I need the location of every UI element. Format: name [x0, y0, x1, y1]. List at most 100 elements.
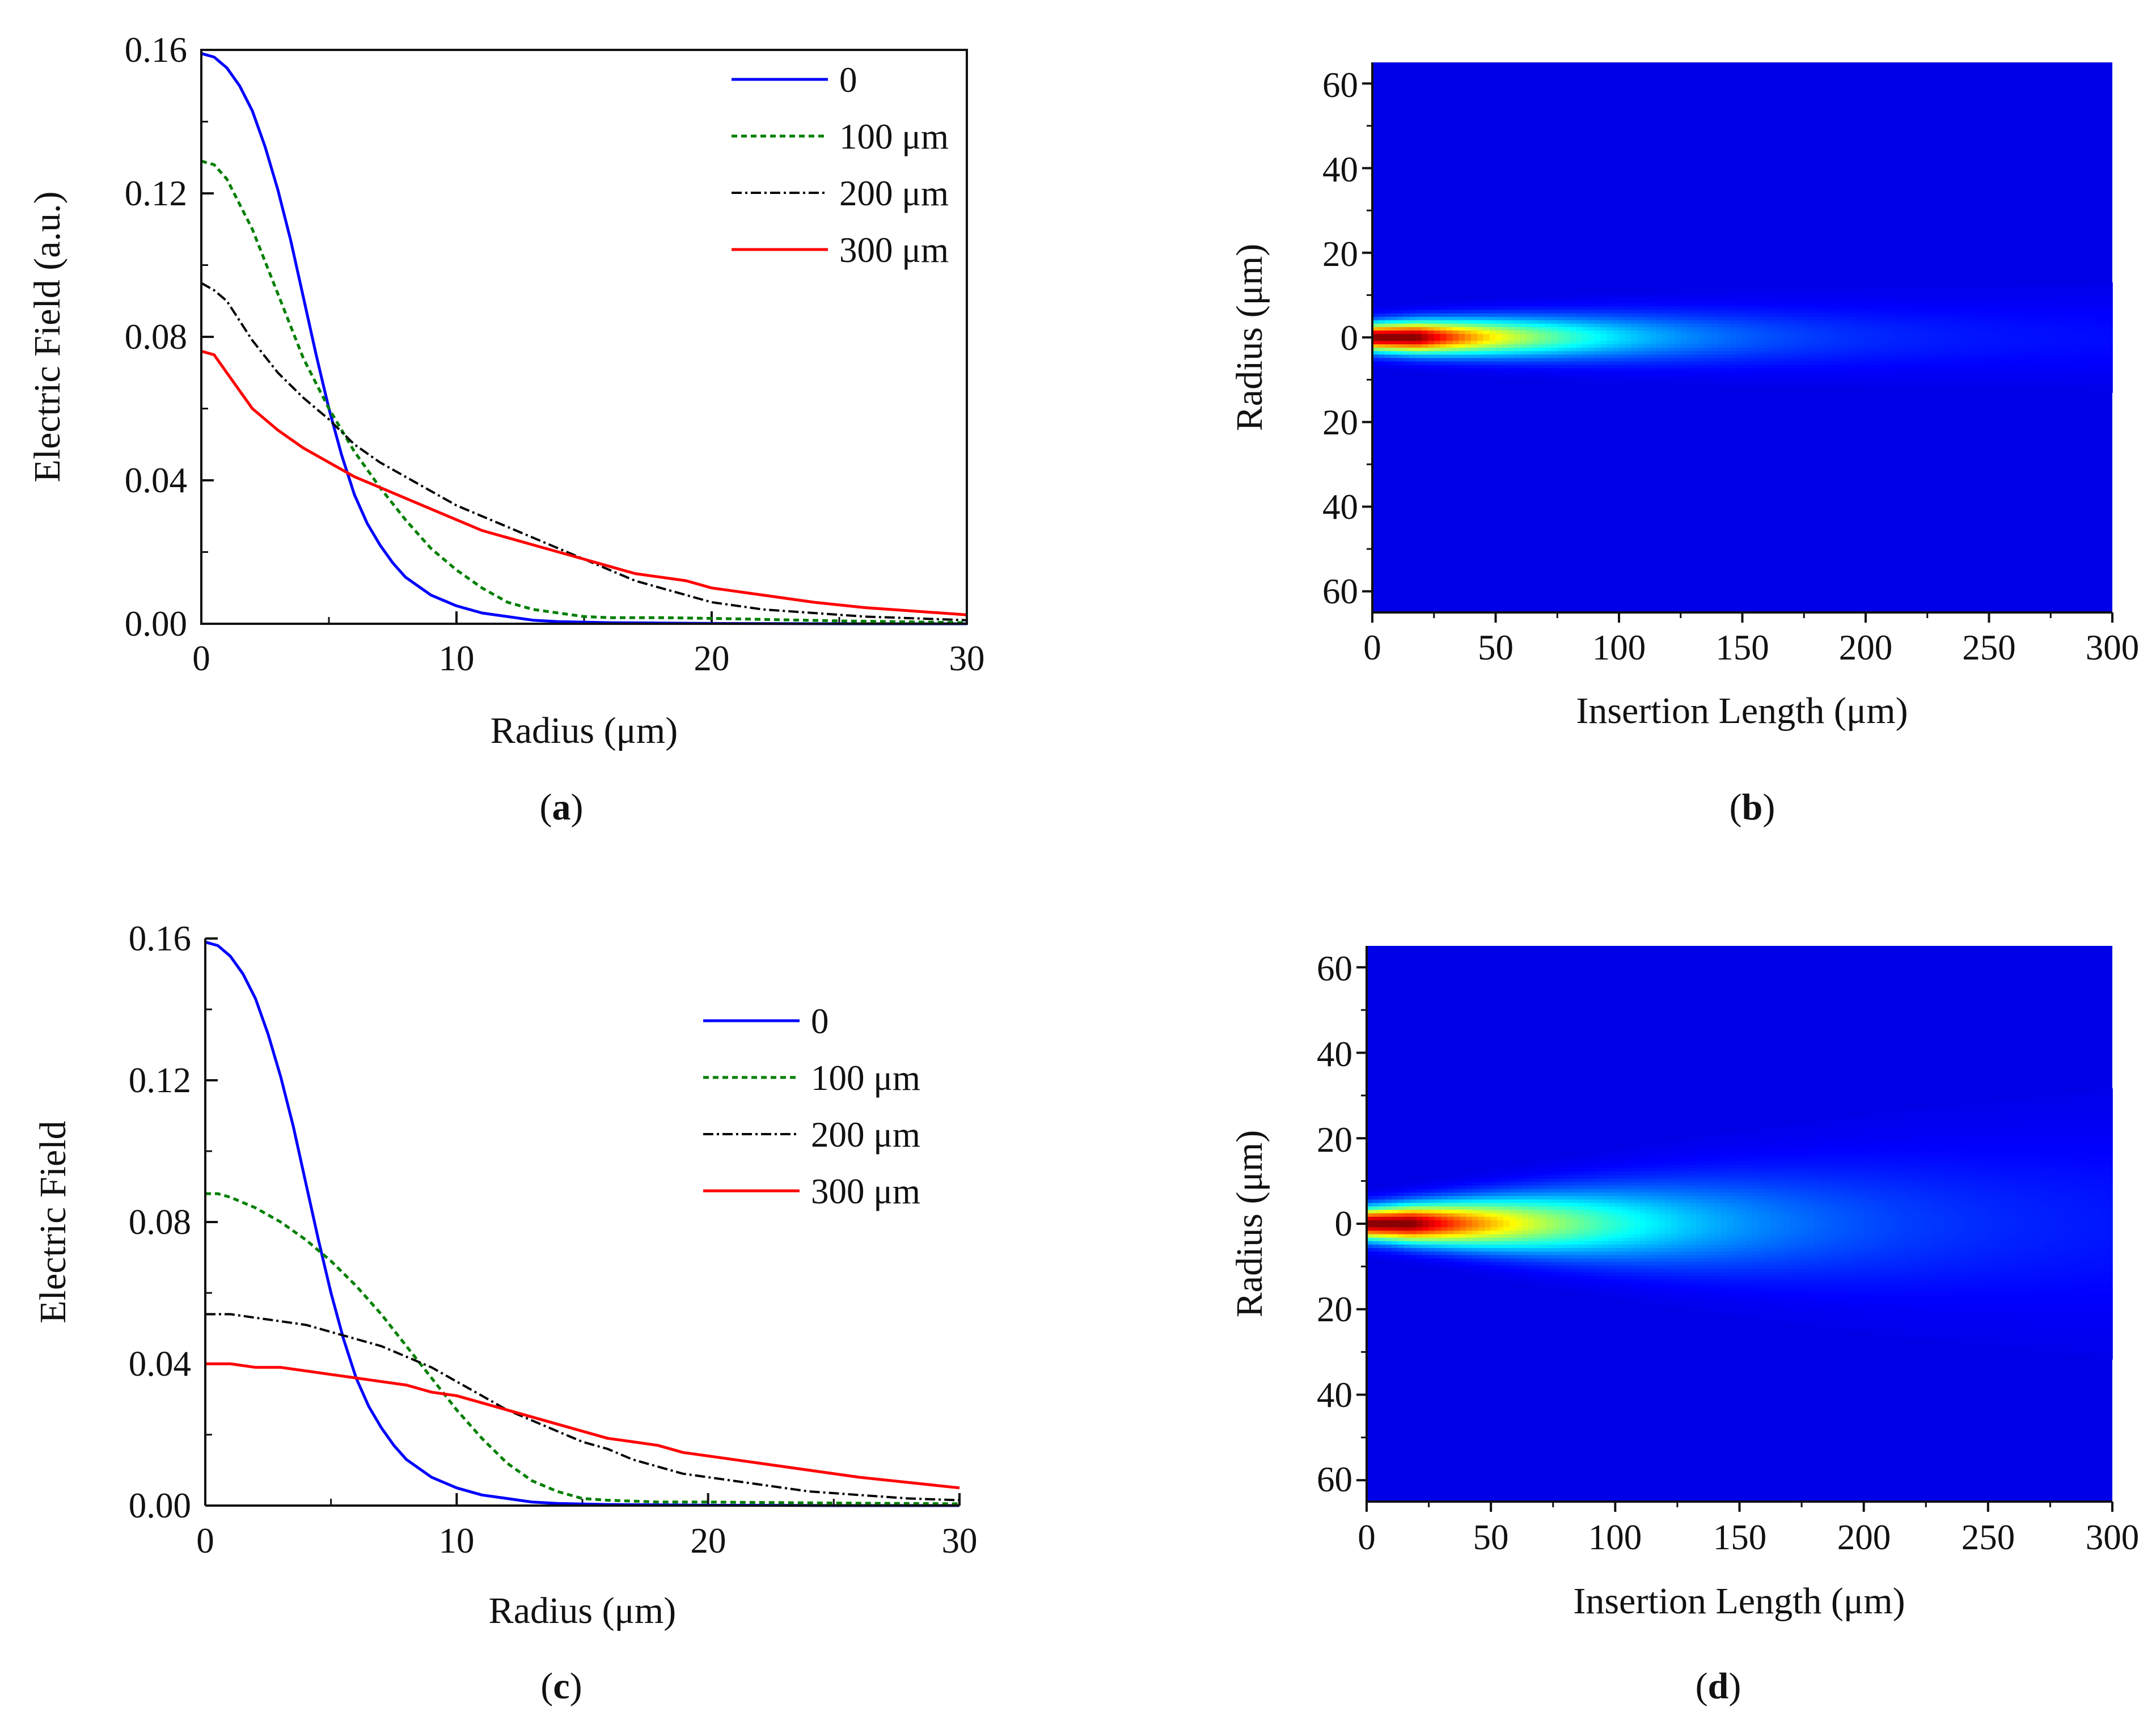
heatmap-cell — [1736, 348, 1743, 352]
heatmap-cell — [1646, 1206, 1653, 1211]
heatmap-cell — [1545, 310, 1552, 314]
heatmap-cell — [1472, 1248, 1479, 1252]
heatmap-cell — [1372, 365, 1379, 369]
heatmap-cell — [2106, 382, 2113, 386]
heatmap-cell — [1989, 337, 1996, 341]
heatmap-cell — [1680, 323, 1688, 328]
heatmap-cell — [1571, 1192, 1579, 1197]
heatmap-cell — [1656, 303, 1663, 307]
heatmap-cell — [1674, 341, 1681, 345]
heatmap-cell — [2081, 323, 2089, 328]
heatmap-cell — [1563, 351, 1570, 356]
heatmap-cell — [1584, 1237, 1591, 1242]
heatmap-cell — [1582, 351, 1589, 356]
heatmap-cell — [2057, 296, 2064, 301]
heatmap-cell — [1634, 1293, 1641, 1297]
heatmap-cell — [1514, 375, 1521, 379]
heatmap-cell — [1403, 361, 1410, 366]
heatmap-cell — [1594, 320, 1601, 324]
heatmap-cell — [1565, 1269, 1572, 1273]
heatmap-cell — [1804, 375, 1811, 379]
legend-label-2: 200 μm — [811, 1115, 920, 1155]
heatmap-cell — [1372, 1206, 1380, 1211]
heatmap-cell — [1699, 320, 1706, 324]
heatmap-cell — [1686, 361, 1694, 366]
heatmap-cell — [1693, 330, 1700, 335]
heatmap-cell — [1596, 1224, 1604, 1228]
heatmap-cell — [1668, 327, 1675, 331]
heatmap-cell — [1497, 1196, 1504, 1200]
heatmap-cell — [1939, 303, 1947, 307]
heatmap-cell — [1372, 1224, 1380, 1228]
heatmap-cell — [1736, 293, 1743, 297]
heatmap-cell — [1466, 1227, 1473, 1232]
heatmap-cell — [1785, 351, 1793, 356]
heatmap-cell — [1588, 348, 1595, 352]
panel-a-x-axis-label: Radius (μm) — [491, 710, 678, 751]
heatmap-cell — [1903, 293, 1909, 297]
heatmap-cell — [1643, 354, 1651, 359]
heatmap-cell — [1699, 344, 1706, 348]
heatmap-cell — [2057, 286, 2064, 290]
heatmap-cell — [1730, 358, 1737, 362]
heatmap-cell — [1465, 306, 1472, 311]
heatmap-cell — [1816, 323, 1823, 328]
heatmap-cell — [1460, 1248, 1467, 1252]
heatmap-cell — [2081, 358, 2089, 362]
heatmap-cell — [1514, 303, 1521, 307]
heatmap-cell — [1686, 358, 1694, 362]
heatmap-cell — [1391, 1185, 1398, 1190]
heatmap-cell — [2026, 333, 2033, 338]
heatmap-cell — [1416, 1182, 1423, 1186]
heatmap-cell — [1791, 299, 1799, 304]
heatmap-cell — [1416, 1227, 1423, 1232]
heatmap-cell — [1495, 341, 1503, 345]
heatmap-cell — [1816, 382, 1823, 386]
heatmap-cell — [1773, 323, 1780, 328]
heatmap-cell — [1723, 365, 1731, 369]
heatmap-cell — [1397, 1203, 1405, 1207]
y-tick-label: 0.04 — [129, 1344, 191, 1384]
heatmap-cell — [1634, 1244, 1641, 1249]
heatmap-cell — [1428, 1241, 1436, 1245]
heatmap-cell — [1466, 1199, 1473, 1204]
heatmap-cell — [1659, 1220, 1665, 1224]
heatmap-cell — [1634, 1234, 1641, 1238]
heatmap-cell — [1736, 368, 1743, 373]
heatmap-cell — [1946, 313, 1953, 318]
heatmap-cell — [1680, 320, 1688, 324]
heatmap-cell — [1646, 1199, 1653, 1204]
heatmap-cell — [1471, 344, 1478, 348]
heatmap-cell — [1798, 341, 1805, 345]
heatmap-cell — [1761, 337, 1768, 341]
heatmap-cell — [1841, 337, 1848, 341]
heatmap-cell — [1526, 375, 1533, 379]
heatmap-cell — [1584, 1252, 1591, 1255]
heatmap-cell — [1896, 323, 1904, 328]
heatmap-cell — [1538, 351, 1546, 356]
heatmap-cell — [1447, 1248, 1455, 1252]
heatmap-cell — [1705, 382, 1712, 386]
heatmap-cell — [2014, 354, 2020, 359]
heatmap-cell — [2014, 382, 2020, 386]
heatmap-cell — [1508, 310, 1515, 314]
heatmap-cell — [1822, 303, 1829, 307]
heatmap-cell — [1503, 1265, 1510, 1270]
heatmap-cell — [1532, 299, 1540, 304]
heatmap-cell — [1441, 1216, 1448, 1221]
heatmap-cell — [2063, 382, 2070, 386]
heatmap-cell — [1609, 1279, 1616, 1283]
heatmap-cell — [1410, 1220, 1417, 1224]
heatmap-cell — [1627, 1234, 1635, 1238]
heatmap-cell — [2087, 310, 2095, 314]
heatmap-cell — [1828, 344, 1836, 348]
heatmap-cell — [1878, 354, 1885, 359]
heatmap-cell — [1859, 344, 1866, 348]
heatmap-cell — [1440, 358, 1447, 362]
heatmap-cell — [1452, 313, 1460, 318]
heatmap-cell — [1625, 375, 1632, 379]
heatmap-cell — [1570, 310, 1576, 314]
heatmap-cell — [1584, 1234, 1591, 1238]
heatmap-cell — [1489, 327, 1496, 331]
panel-c: 0 10 20 30 0.00 0.04 0.08 0.12 0.16 Radi… — [32, 919, 978, 1707]
